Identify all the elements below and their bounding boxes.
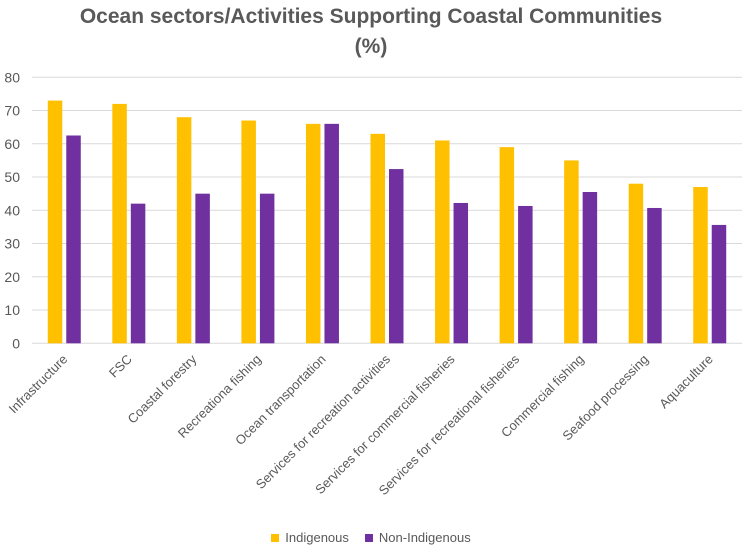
x-tick-label: Services for recreational fisheries	[376, 351, 523, 498]
bar-indigenous	[693, 187, 708, 344]
y-tick-label: 70	[4, 103, 20, 119]
y-tick-label: 40	[4, 202, 20, 218]
x-tick-label: Services for commercial fisheries	[312, 351, 458, 497]
bar-non-indigenous	[259, 193, 275, 344]
bar-non-indigenous	[647, 207, 662, 344]
bar-indigenous	[176, 117, 192, 344]
bar-indigenous	[47, 100, 63, 344]
bar-non-indigenous	[453, 202, 469, 344]
legend-item-non-indigenous: Non-Indigenous	[364, 530, 471, 545]
legend: Indigenous Non-Indigenous	[0, 530, 742, 545]
y-tick-label: 60	[4, 136, 20, 152]
y-tick-label: 80	[4, 69, 20, 85]
bar-indigenous	[435, 140, 450, 344]
bar-non-indigenous	[582, 192, 598, 344]
legend-label-indigenous: Indigenous	[285, 530, 349, 545]
bar-indigenous	[241, 120, 256, 344]
y-tick-label: 10	[4, 302, 20, 318]
chart-title-line1: Ocean sectors/Activities Supporting Coas…	[79, 5, 663, 28]
bar-non-indigenous	[518, 205, 533, 344]
y-tick-label: 30	[4, 236, 20, 252]
bar-non-indigenous	[130, 203, 146, 344]
y-tick-label: 20	[4, 269, 20, 285]
y-tick-label: 50	[4, 169, 20, 185]
x-tick-label: Services for recreation activities	[253, 351, 394, 492]
x-tick-label: Infrastructure	[6, 352, 71, 417]
bar-indigenous	[564, 160, 579, 344]
bar-non-indigenous	[195, 193, 210, 344]
legend-swatch-indigenous	[271, 533, 280, 542]
legend-swatch-non-indigenous	[364, 533, 373, 542]
x-tick-label: Aquaculture	[656, 352, 716, 412]
bar-indigenous	[499, 147, 515, 344]
bar-non-indigenous	[711, 224, 727, 344]
y-tick-label: 0	[12, 335, 20, 351]
legend-item-indigenous: Indigenous	[271, 530, 349, 545]
bar-indigenous	[628, 183, 644, 344]
bar-indigenous	[370, 133, 385, 344]
chart-title-line2: (%)	[354, 35, 388, 58]
bar-indigenous	[112, 103, 127, 344]
chart-title: Ocean sectors/Activities Supporting Coas…	[0, 2, 742, 62]
bar-non-indigenous	[324, 123, 339, 344]
bar-non-indigenous	[389, 169, 404, 344]
bar-non-indigenous	[66, 135, 81, 344]
legend-label-non-indigenous: Non-Indigenous	[378, 530, 471, 545]
x-tick-label: FSC	[106, 352, 135, 381]
bar-indigenous	[305, 123, 321, 344]
